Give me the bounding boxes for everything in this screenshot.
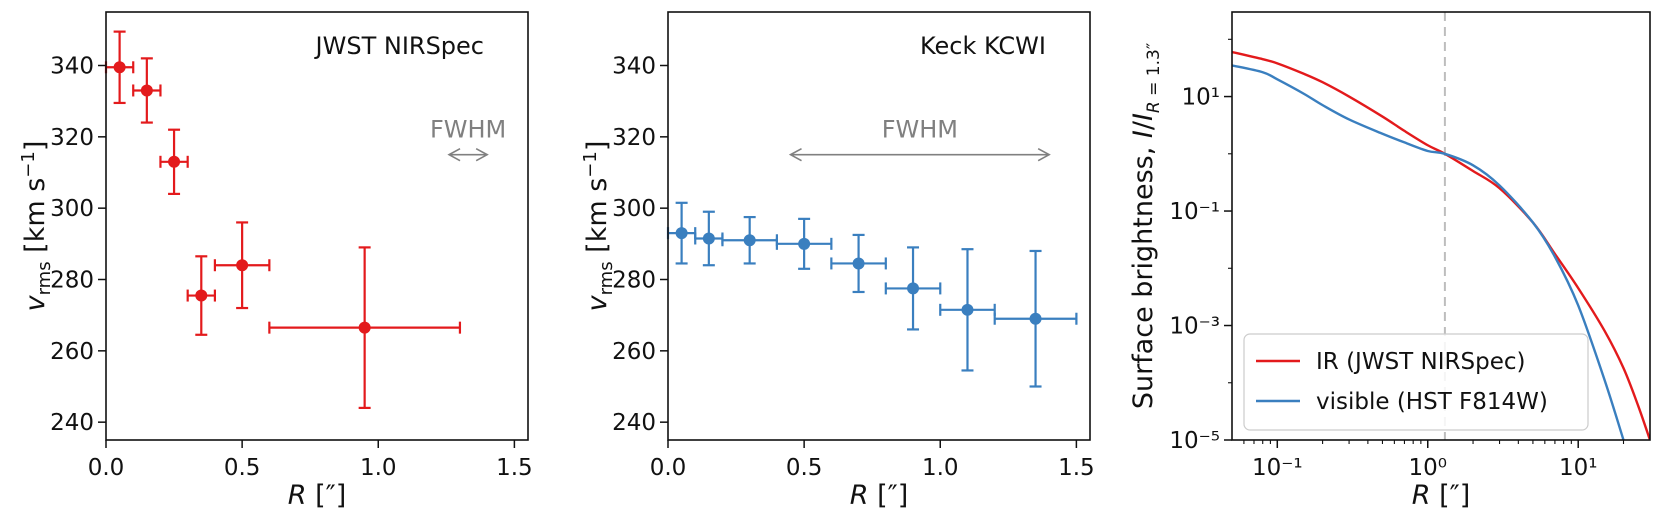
middle-data-layer [666,201,1078,388]
middle-data-point [830,233,887,294]
middle-axes-frame [667,11,1091,441]
left-fwhm-arrowhead-right [475,147,489,162]
middle-y-tick-label: 240 [612,410,656,436]
middle-y-tick-label: 300 [612,196,656,222]
right-y-tick-label: 10¹ [1182,85,1221,111]
left-data-point [213,221,271,310]
left-data-point [104,30,135,105]
left-x-tick-label: 1.5 [496,455,533,481]
left-x-axis-label: R [″] [288,480,347,511]
left-y-tick-label: 260 [50,339,94,365]
legend-label-visible: visible (HST F814W) [1316,389,1548,415]
left-axes-frame [105,11,529,441]
legend-box [1243,333,1589,431]
right-y-tick-label: 10⁻¹ [1169,199,1220,225]
middle-marker [852,257,865,270]
left-marker [168,155,181,168]
left-fwhm-arrowhead-left [447,147,461,162]
middle-y-tick-label: 260 [612,339,656,365]
left-x-tick-label: 0.5 [224,455,261,481]
left-marker [195,289,208,302]
left-fwhm-arrow [447,147,489,162]
middle-y-tick-label: 340 [612,54,656,80]
right-x-ticks: 10⁻¹ 10⁰ 10¹ [1243,440,1625,481]
middle-fwhm-arrowhead-left [788,147,802,162]
middle-data-point [666,201,697,265]
panel-jwst-nirspec: 0.0 0.5 1.0 1.5 240 260 280 300 320 340 JWST NIR… [18,11,533,511]
left-y-axis-label: vrms [km s−1] [18,141,55,312]
left-x-tick-label: 0.0 [88,455,125,481]
middle-x-tick-label: 1.0 [922,455,959,481]
left-x-ticks: 0.0 0.5 1.0 1.5 [88,440,533,481]
legend-label-ir: IR (JWST NIRSpec) [1316,349,1525,375]
left-y-ticks: 240 260 280 300 320 340 [50,54,106,436]
right-y-tick-label: 10⁻⁵ [1169,428,1220,454]
middle-fwhm-arrow [788,147,1051,162]
panel-keck-kcwi: 0.0 0.5 1.0 1.5 240 260 280 300 320 340 Keck KCW… [580,11,1095,511]
middle-marker [743,234,756,247]
left-data-point [268,246,462,409]
middle-marker [675,227,688,240]
left-data-point [159,128,189,195]
middle-y-axis-label: vrms [km s−1] [580,141,617,312]
middle-data-point [993,249,1078,388]
left-marker [140,84,153,97]
left-panel-label: JWST NIRSpec [314,32,484,60]
middle-data-point [884,246,942,331]
right-y-ticks: 10⁻⁵ 10⁻³ 10⁻¹ 10¹ [1169,38,1232,454]
middle-x-tick-label: 0.0 [650,455,687,481]
left-y-tick-label: 320 [50,125,94,151]
panel-surface-brightness: 10⁻¹ 10⁰ 10¹ 10⁻⁵ 10⁻³ 10⁻¹ 10¹ IR (JWST NIRS… [1128,11,1651,511]
left-data-point [186,255,217,336]
middle-marker [961,303,974,316]
left-fwhm-label: FWHM [430,116,506,144]
middle-data-point [939,248,996,372]
middle-x-axis-label: R [″] [850,480,909,511]
left-y-tick-label: 280 [50,268,94,294]
middle-data-point [694,210,724,267]
left-x-tick-label: 1.0 [360,455,397,481]
right-x-tick-label: 10⁰ [1409,455,1448,481]
middle-y-ticks: 240 260 280 300 320 340 [612,54,668,436]
middle-marker [907,282,920,295]
left-marker [236,259,249,272]
right-x-tick-label: 10⁻¹ [1252,455,1303,481]
middle-y-tick-label: 280 [612,268,656,294]
middle-panel-label: Keck KCWI [920,32,1046,60]
right-y-axis-label: Surface brightness, I/IR = 1.3″ [1128,43,1164,409]
right-x-tick-label: 10¹ [1559,455,1598,481]
middle-marker [798,237,811,250]
middle-marker [1029,312,1042,325]
right-y-tick-label: 10⁻³ [1169,314,1220,340]
left-y-tick-label: 340 [50,54,94,80]
middle-data-point [721,215,779,265]
left-data-layer [104,30,462,409]
middle-x-tick-label: 1.5 [1058,455,1095,481]
left-data-point [132,57,162,124]
middle-y-tick-label: 320 [612,125,656,151]
left-y-tick-label: 300 [50,196,94,222]
legend: IR (JWST NIRSpec) visible (HST F814W) [1243,333,1589,431]
visible-curve [1232,64,1625,440]
left-marker [113,61,126,74]
middle-x-ticks: 0.0 0.5 1.0 1.5 [650,440,1095,481]
middle-data-point [775,217,833,270]
right-data-layer [1232,12,1650,440]
right-x-axis-label: R [″] [1412,480,1471,511]
right-axes-frame [1231,11,1651,441]
middle-fwhm-label: FWHM [882,116,958,144]
middle-fwhm-arrowhead-right [1037,147,1051,162]
left-y-tick-label: 240 [50,410,94,436]
left-marker [358,321,371,334]
middle-marker [702,232,715,245]
middle-x-tick-label: 0.5 [786,455,823,481]
